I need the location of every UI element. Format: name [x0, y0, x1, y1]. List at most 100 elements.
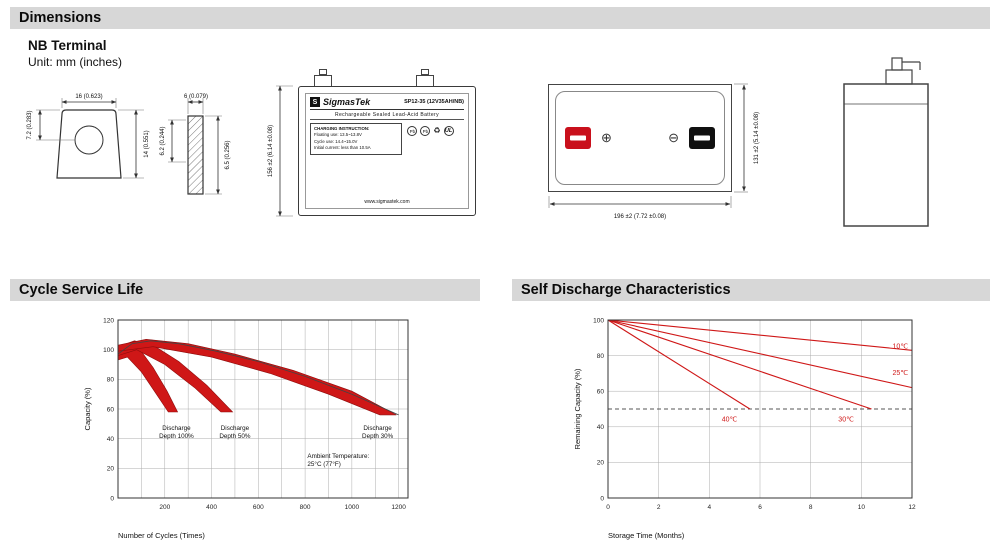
svg-text:60: 60	[107, 406, 115, 413]
chart-bands	[117, 338, 397, 416]
minus-symbol: ⊖	[668, 130, 679, 145]
battery-side-view	[828, 48, 946, 245]
svg-text:Discharge: Discharge	[221, 425, 250, 432]
svg-text:0: 0	[606, 504, 610, 511]
svg-text:100: 100	[593, 317, 604, 324]
sigmastek-logo-icon: S	[310, 97, 320, 107]
svg-text:Ambient Temperature:: Ambient Temperature:	[307, 453, 369, 460]
battery-case-top: ⊕ ⊖	[548, 84, 732, 192]
website-text: www.sigmastek.com	[364, 199, 410, 205]
x-axis-label: Number of Cycles (Times)	[118, 531, 205, 540]
svg-text:40: 40	[597, 424, 605, 431]
self-discharge-section-header: Self Discharge Characteristics	[512, 279, 990, 301]
pb-icon: Pb	[407, 126, 418, 136]
side-terminal	[885, 69, 913, 85]
dimensions-section-header: Dimensions	[10, 7, 990, 29]
dim-side-width: 6 (0.079)	[184, 94, 208, 100]
battery-side-drawing	[843, 57, 929, 227]
terminal-front-drawing: 16 (0.623) 7.2 (0.283) 14 (0.551)	[27, 94, 150, 179]
dim-terminal-upper: 7.2 (0.283)	[27, 110, 33, 139]
dim-terminal-height: 14 (0.551)	[144, 130, 150, 157]
positive-terminal	[565, 127, 591, 149]
negative-terminal	[689, 127, 715, 149]
series-label: 30℃	[838, 416, 854, 423]
series-30C	[607, 319, 872, 410]
envelope-curve	[117, 340, 399, 416]
series-10C	[607, 319, 913, 351]
battery-terminal-post	[416, 69, 434, 87]
top-height-dimension: 131 ±2 (5.14 ±0.08)	[734, 83, 760, 193]
pb-text: Pb	[422, 128, 429, 134]
dimensions-title: Dimensions	[19, 10, 102, 26]
terminal-side-drawing: 6 (0.079) 6.2 (0.244) 6.5 (0.256)	[160, 94, 231, 195]
series-label: 10℃	[893, 343, 909, 350]
model-number: SP12-35 (12V35AH/NB)	[404, 99, 464, 105]
band-discharge-depth-30	[117, 338, 397, 416]
battery-case-front: S SigmasTek SP12-35 (12V35AH/NB) Recharg…	[298, 86, 476, 216]
svg-text:Discharge: Discharge	[162, 425, 191, 432]
svg-text:10: 10	[858, 504, 866, 511]
svg-text:Discharge: Discharge	[363, 425, 392, 432]
svg-text:80: 80	[597, 353, 605, 360]
svg-text:40: 40	[107, 436, 115, 443]
dim-side-inner: 6.2 (0.244)	[160, 126, 166, 155]
svg-text:400: 400	[206, 504, 217, 511]
svg-text:4: 4	[708, 504, 712, 511]
pb-text: Pb	[409, 128, 416, 134]
chart-ticks: 200 400 600 800 1000 1200 0 20 40 60 80 100 120	[103, 317, 406, 511]
cycle-life-section-header: Cycle Service Life	[10, 279, 480, 301]
charging-instruction-box: CHARGING INSTRUCTION: Floating use: 13.5…	[310, 123, 403, 155]
series-25C	[607, 319, 913, 389]
svg-text:Depth 100%: Depth 100%	[159, 433, 194, 440]
svg-text:6: 6	[758, 504, 762, 511]
charging-line: Cycle use: 14.4~15.0V	[314, 138, 358, 144]
svg-text:0: 0	[600, 495, 604, 502]
chart-series: 10℃ 25℃ 30℃ 40℃	[607, 319, 913, 423]
terminal-front-view: 16 (0.623) 7.2 (0.283) 14 (0.551)	[24, 90, 156, 207]
svg-text:120: 120	[103, 317, 114, 324]
svg-text:20: 20	[107, 466, 115, 473]
label-brand-row: S SigmasTek SP12-35 (12V35AH/NB)	[310, 97, 464, 110]
recycle-icon: ♻	[433, 126, 441, 135]
plot-border	[117, 319, 409, 499]
charging-line: Initial current: less than 10.5A	[314, 145, 371, 151]
label-middle-row: CHARGING INSTRUCTION: Floating use: 13.5…	[310, 123, 464, 155]
top-width-dimension: 196 ±2 (7.72 ±0.08)	[548, 196, 732, 220]
series-label: 40℃	[722, 416, 738, 423]
side-case	[843, 83, 929, 227]
unit-label: Unit: mm (inches)	[28, 55, 123, 69]
terminal-post-outline	[56, 109, 122, 179]
battery-type-text: Rechargeable Sealed Lead-Acid Battery	[310, 110, 464, 120]
terminal-slot	[570, 135, 586, 141]
terminal-cross-section	[187, 115, 204, 195]
side-terminal-post	[891, 57, 903, 71]
ul-text: UL	[444, 128, 453, 134]
plot-border	[607, 319, 913, 499]
dim-side-outer: 6.5 (0.256)	[225, 140, 231, 169]
svg-text:200: 200	[159, 504, 170, 511]
svg-text:2: 2	[657, 504, 661, 511]
dim-terminal-width: 16 (0.623)	[75, 94, 102, 100]
svg-text:20: 20	[597, 460, 605, 467]
svg-text:1000: 1000	[345, 504, 360, 511]
svg-text:80: 80	[107, 377, 115, 384]
terminal-cap	[319, 69, 327, 75]
self-discharge-chart: 10℃ 25℃ 30℃ 40℃ 0 2 4 6 8 10 12 0 20 40 60 80 100 Storage…	[573, 317, 916, 540]
cycle-service-life-chart: 200 400 600 800 1000 1200 0 20 40 60 80 100 120 Disch…	[83, 317, 409, 540]
terminal-cap	[421, 69, 429, 75]
plus-symbol: ⊕	[601, 130, 612, 145]
svg-text:Depth 50%: Depth 50%	[219, 433, 251, 440]
dim-top-width: 196 ±2 (7.72 ±0.08)	[614, 214, 666, 220]
svg-text:Depth 30%: Depth 30%	[362, 433, 394, 440]
brand-name: SigmasTek	[323, 97, 371, 107]
series-label: 25℃	[893, 370, 909, 377]
svg-text:800: 800	[300, 504, 311, 511]
svg-text:1200: 1200	[391, 504, 406, 511]
nb-terminal-title: NB Terminal	[28, 38, 107, 53]
svg-text:12: 12	[908, 504, 916, 511]
ul-mark-icon: UL	[443, 126, 454, 136]
logo-letter: S	[312, 98, 318, 106]
svg-text:100: 100	[103, 347, 114, 354]
x-axis-label: Storage Time (Months)	[608, 531, 685, 540]
